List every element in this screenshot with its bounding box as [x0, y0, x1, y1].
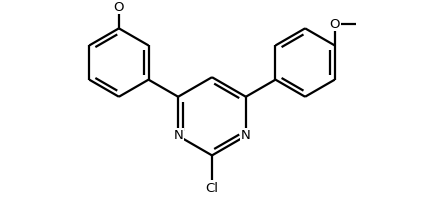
- Text: O: O: [329, 18, 340, 31]
- Text: Cl: Cl: [206, 182, 218, 195]
- Text: N: N: [173, 129, 183, 142]
- Text: O: O: [114, 1, 124, 14]
- Text: N: N: [241, 129, 251, 142]
